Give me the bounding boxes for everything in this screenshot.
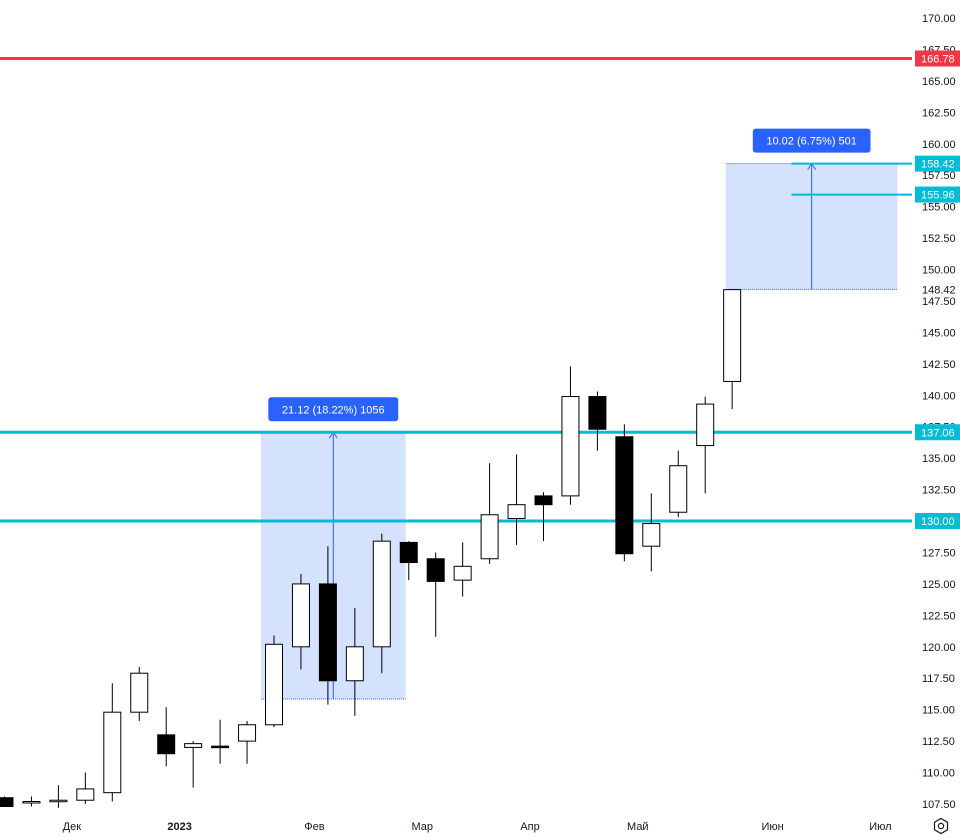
level-price-badge (915, 186, 960, 203)
candle-body (561, 396, 580, 497)
y-tick-label: 160.00 (922, 139, 956, 151)
candle-body (76, 788, 95, 801)
y-tick-label: 147.50 (922, 296, 956, 308)
candle-body (669, 465, 688, 513)
candle-body (345, 646, 364, 682)
level-price-text: 166.78 (921, 53, 955, 65)
level-price-badge (915, 513, 960, 530)
candle-body (399, 541, 418, 564)
y-tick-label: 170.00 (922, 13, 956, 25)
candle-body (642, 523, 661, 547)
candle-body (372, 540, 391, 648)
x-tick-label: Июн (761, 821, 783, 833)
settings-gear-icon[interactable] (932, 817, 950, 835)
measure-label-box (752, 128, 871, 153)
candle-body (130, 672, 149, 713)
candle-body (238, 724, 257, 742)
x-tick-label: Фев (304, 821, 324, 833)
measure-label-text: 10.02 (6.75%) 501 (766, 136, 857, 148)
candle-body (318, 583, 337, 682)
y-tick-label: 115.00 (922, 705, 955, 717)
x-tick-label: Май (627, 821, 649, 833)
candle-body (157, 734, 176, 755)
level-price-text: 155.96 (921, 190, 955, 202)
y-tick-label: 125.00 (922, 579, 956, 591)
y-tick-label: 117.50 (922, 673, 955, 685)
y-tick-label: 120.00 (922, 642, 956, 654)
price-scale[interactable] (912, 0, 960, 815)
y-tick-label: 135.00 (922, 453, 956, 465)
level-price-badge (915, 424, 960, 441)
price-labels: 166.78 137.06 130.00 158.42 155.96 148.42 (915, 50, 960, 530)
measure-label-text: 21.12 (18.22%) 1056 (282, 404, 385, 416)
x-tick-label: 2023 (167, 821, 191, 833)
measure-label-box (268, 397, 399, 422)
y-tick-label: 112.50 (922, 736, 955, 748)
candle-body (534, 495, 553, 506)
level-price-badge (915, 50, 960, 67)
measure-labels: 21.12 (18.22%) 1056 10.02 (6.75%) 501 (268, 128, 871, 422)
candle-body (103, 711, 122, 794)
y-tick-label: 165.00 (922, 76, 956, 88)
x-tick-label: Июл (869, 821, 891, 833)
y-tick-label: 157.50 (922, 170, 956, 182)
candle-body (723, 289, 742, 382)
candle-body (211, 745, 230, 749)
price-label: 148.42 (922, 284, 956, 296)
y-tick-label: 150.00 (922, 265, 956, 277)
candle-body (696, 403, 715, 447)
candle-body (0, 797, 14, 808)
candle-body (453, 565, 472, 581)
candle-body (426, 558, 445, 582)
candles (0, 289, 742, 808)
y-tick-label: 140.00 (922, 390, 956, 402)
y-tick-label: 122.50 (922, 610, 956, 622)
y-tick-label: 110.00 (922, 768, 955, 780)
level-price-badge (915, 155, 960, 172)
x-tick-label: Мар (411, 821, 433, 833)
y-tick-label: 145.00 (922, 327, 956, 339)
candle-body (22, 800, 41, 804)
y-tick-label: 162.50 (922, 107, 956, 119)
candle-body (615, 436, 634, 555)
candle-body (588, 396, 607, 430)
x-tick-label: Апр (520, 821, 539, 833)
y-tick-label: 152.50 (922, 233, 956, 245)
x-axis-ticks: Дек 2023 Фев Мар Апр Май Июн Июл (63, 821, 892, 833)
candle-body (291, 583, 310, 648)
y-tick-label: 107.50 (922, 799, 956, 811)
level-price-text: 137.06 (921, 427, 955, 439)
y-tick-label: 127.50 (922, 547, 956, 559)
y-tick-label: 155.00 (922, 202, 956, 214)
y-tick-label: 142.50 (922, 359, 956, 371)
x-tick-label: Дек (63, 821, 82, 833)
candle-body (49, 799, 68, 803)
level-price-text: 130.00 (921, 516, 955, 528)
y-tick-label: 132.50 (922, 485, 956, 497)
candle-body (507, 504, 526, 520)
level-price-text: 158.42 (921, 159, 955, 171)
horizontal-levels[interactable] (0, 56, 912, 523)
candle-body (265, 643, 283, 726)
candle-body (184, 743, 203, 748)
candle-body (480, 514, 499, 560)
